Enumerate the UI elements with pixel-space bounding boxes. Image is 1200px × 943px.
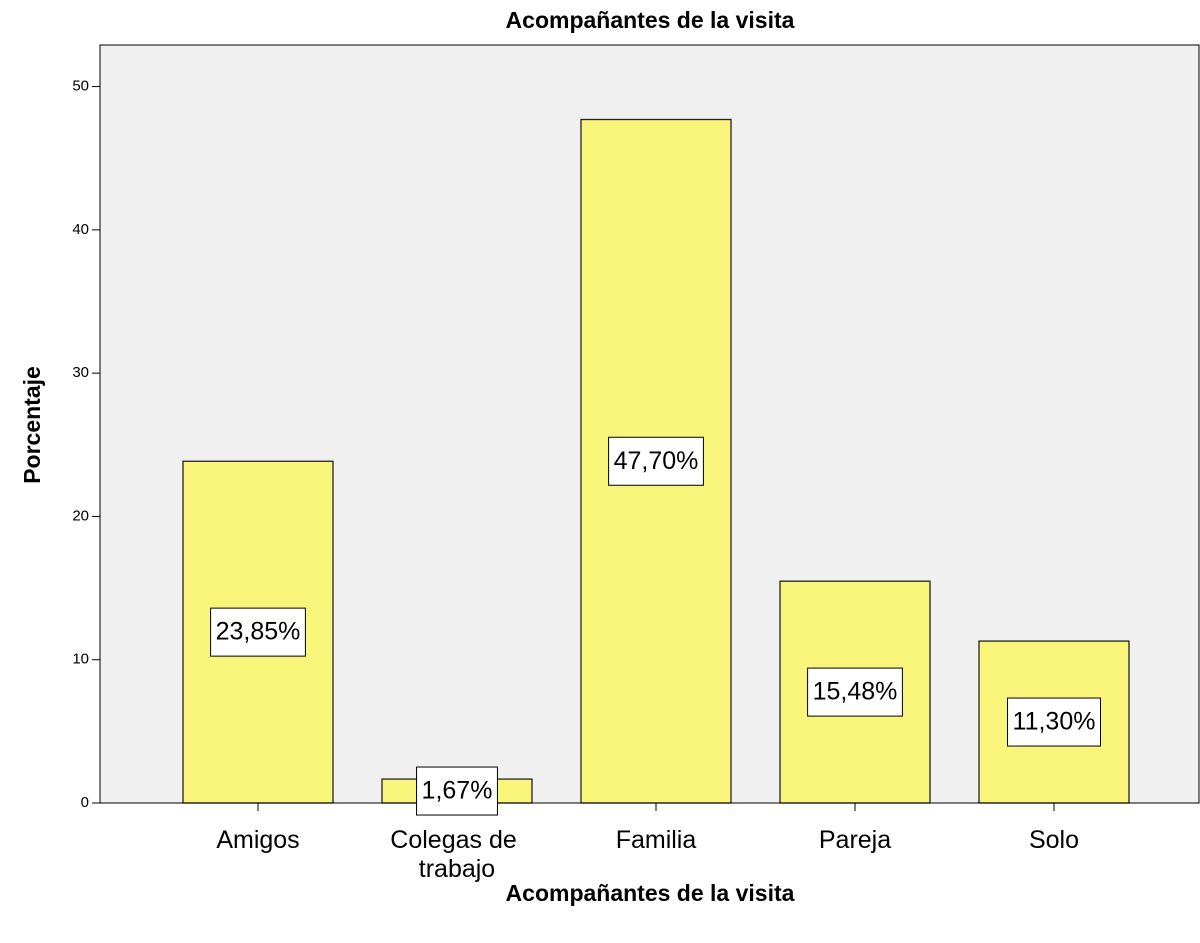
x-axis-title: Acompañantes de la visita: [506, 880, 795, 906]
x-tick-label-line: trabajo: [419, 855, 495, 883]
x-tick-label-line: Colegas de: [390, 826, 523, 854]
value-label-box: [1007, 697, 1101, 747]
value-label-box: [807, 667, 903, 717]
x-tick-label-line: Familia: [616, 826, 697, 854]
x-tick-label: Amigos: [216, 826, 299, 854]
value-label: 47,70%: [614, 447, 699, 475]
x-tick-label-line: Pareja: [819, 826, 891, 854]
y-tick-label: 0: [81, 794, 89, 811]
value-label-box: [210, 607, 306, 657]
x-tick-label: Solo: [1029, 826, 1079, 854]
value-label: 23,85%: [216, 618, 301, 646]
y-tick-label: 20: [72, 507, 89, 524]
value-label: 1,67%: [422, 777, 493, 805]
y-axis-title: Porcentaje: [19, 366, 45, 484]
x-tick-label: Pareja: [819, 826, 891, 854]
value-label-box: [608, 436, 704, 486]
x-tick-label: Familia: [616, 826, 697, 854]
value-label: 15,48%: [813, 678, 898, 706]
y-tick-label: 10: [72, 651, 89, 668]
x-tick-label-line: Solo: [1029, 826, 1079, 854]
chart-title: Acompañantes de la visita: [506, 7, 795, 33]
y-tick-label: 30: [72, 364, 89, 381]
y-tick-label: 40: [72, 221, 89, 238]
value-label: 11,30%: [1013, 708, 1096, 736]
value-label-box: [416, 766, 498, 816]
x-tick-label: Colegas de trabajo: [390, 826, 523, 883]
x-tick-label-line: Amigos: [216, 826, 299, 854]
y-tick-label: 50: [72, 78, 89, 95]
